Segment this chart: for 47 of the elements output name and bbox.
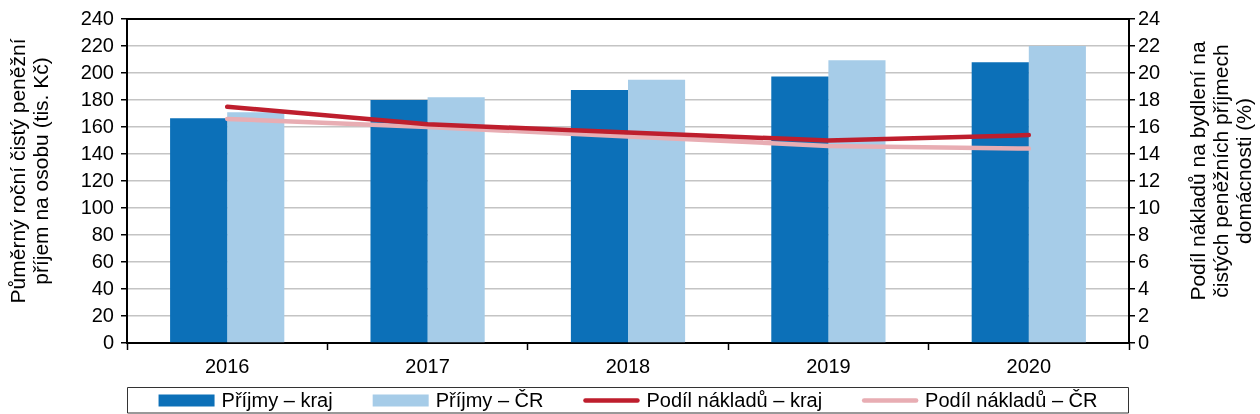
y-tick-label: 60 xyxy=(91,249,114,272)
y-tick-label: 180 xyxy=(80,87,114,110)
bar xyxy=(1028,46,1086,343)
x-tick-label: 2019 xyxy=(806,354,851,377)
bar xyxy=(828,60,886,343)
y2-tick-label: 12 xyxy=(1138,168,1161,191)
legend-label: Příjmy – ČR xyxy=(435,389,544,412)
y-tick-label: 40 xyxy=(91,276,114,299)
bar xyxy=(427,97,485,343)
legend-label: Podíl nákladů – kraj xyxy=(646,389,823,412)
bar xyxy=(628,79,686,343)
y2-tick-label: 2 xyxy=(1138,303,1150,326)
y-tick-label: 240 xyxy=(80,6,114,29)
x-tick-label: 2020 xyxy=(1006,354,1052,377)
bar xyxy=(370,100,428,343)
y2-tick-label: 4 xyxy=(1138,276,1150,299)
y2-tick-label: 18 xyxy=(1138,87,1161,110)
y-tick-label: 200 xyxy=(80,60,114,83)
y2-axis-title: Podíl nákladů na bydlení na čistých peněžních příjmech domácnosti (%) xyxy=(1185,41,1255,301)
y2-tick-label: 14 xyxy=(1138,141,1161,164)
x-tick-label: 2018 xyxy=(605,354,651,377)
y2-tick-label: 20 xyxy=(1138,60,1161,83)
y-tick-label: 100 xyxy=(80,195,114,218)
y-tick-label: 160 xyxy=(80,114,114,137)
y-tick-label: 80 xyxy=(91,222,114,245)
y2-tick-label: 24 xyxy=(1138,6,1161,29)
bar xyxy=(771,76,829,343)
y-axis-title: Půměrný roční čistý peněžní příjem na osobu (tis. Kč) xyxy=(6,38,53,304)
legend-label: Podíl nákladů – ČR xyxy=(925,389,1098,412)
legend-label: Příjmy – kraj xyxy=(221,389,333,412)
y-tick-label: 0 xyxy=(102,330,114,353)
y-tick-label: 220 xyxy=(80,33,114,56)
x-tick-label: 2016 xyxy=(204,354,250,377)
y-tick-label: 120 xyxy=(80,168,114,191)
bar xyxy=(227,112,285,343)
y2-tick-label: 0 xyxy=(1138,330,1150,353)
y2-tick-label: 10 xyxy=(1138,195,1161,218)
bar xyxy=(570,89,628,343)
bar xyxy=(971,62,1029,343)
x-tick-label: 2017 xyxy=(405,354,450,377)
y2-tick-label: 6 xyxy=(1138,249,1150,272)
y2-tick-label: 16 xyxy=(1138,114,1161,137)
y-tick-label: 140 xyxy=(80,141,114,164)
bar xyxy=(170,118,228,343)
y2-tick-label: 8 xyxy=(1138,222,1150,245)
y-tick-label: 20 xyxy=(91,303,114,326)
y2-tick-label: 22 xyxy=(1138,33,1161,56)
